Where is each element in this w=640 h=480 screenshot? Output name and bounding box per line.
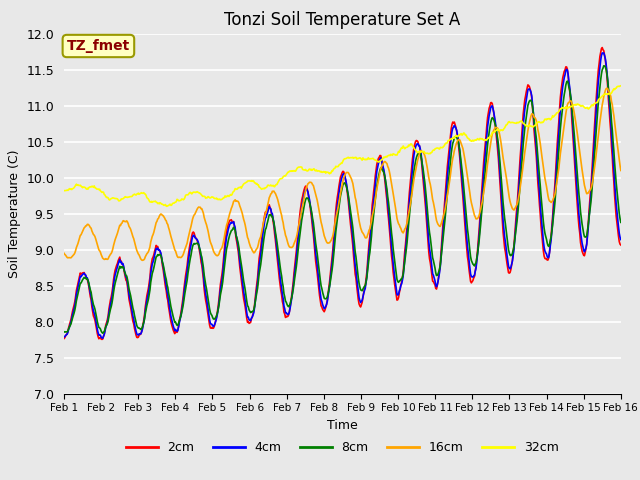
32cm <box>163 204 171 209</box>
4cm <box>411 148 419 154</box>
16cm <box>138 257 146 263</box>
16cm <box>60 251 68 256</box>
2cm <box>60 336 68 341</box>
16cm <box>70 252 78 257</box>
8cm <box>60 329 68 335</box>
8cm <box>617 219 625 225</box>
Legend: 2cm, 4cm, 8cm, 16cm, 32cm: 2cm, 4cm, 8cm, 16cm, 32cm <box>122 436 563 459</box>
2cm <box>185 250 193 255</box>
4cm <box>214 307 222 312</box>
4cm <box>99 336 107 341</box>
Line: 32cm: 32cm <box>64 86 621 206</box>
4cm <box>70 306 78 312</box>
2cm <box>411 142 419 147</box>
32cm <box>214 196 222 202</box>
Text: TZ_fmet: TZ_fmet <box>67 39 130 53</box>
4cm <box>185 255 193 261</box>
Title: Tonzi Soil Temperature Set A: Tonzi Soil Temperature Set A <box>224 11 461 29</box>
4cm <box>600 50 607 56</box>
16cm <box>185 233 193 239</box>
8cm <box>214 307 222 313</box>
8cm <box>428 241 435 247</box>
32cm <box>60 188 68 193</box>
32cm <box>70 185 78 191</box>
16cm <box>603 85 611 91</box>
8cm <box>185 265 193 271</box>
32cm <box>411 146 419 152</box>
Line: 4cm: 4cm <box>64 53 621 338</box>
16cm <box>411 172 419 178</box>
2cm <box>70 302 78 308</box>
2cm <box>428 265 435 271</box>
4cm <box>128 309 136 315</box>
4cm <box>617 237 625 242</box>
Y-axis label: Soil Temperature (C): Soil Temperature (C) <box>8 149 21 278</box>
16cm <box>127 228 135 234</box>
2cm <box>128 314 136 320</box>
Line: 8cm: 8cm <box>64 66 621 333</box>
16cm <box>214 252 222 258</box>
2cm <box>98 336 106 342</box>
2cm <box>214 304 222 310</box>
16cm <box>617 168 625 173</box>
Line: 16cm: 16cm <box>64 88 621 260</box>
4cm <box>60 334 68 340</box>
32cm <box>185 191 193 197</box>
Line: 2cm: 2cm <box>64 48 621 339</box>
32cm <box>428 150 435 156</box>
32cm <box>617 83 625 89</box>
16cm <box>428 186 435 192</box>
8cm <box>70 310 78 316</box>
8cm <box>411 163 419 168</box>
8cm <box>99 330 107 336</box>
2cm <box>617 242 625 248</box>
8cm <box>600 63 607 69</box>
X-axis label: Time: Time <box>327 419 358 432</box>
2cm <box>598 45 606 50</box>
8cm <box>128 301 136 307</box>
32cm <box>127 193 135 199</box>
4cm <box>428 257 435 263</box>
